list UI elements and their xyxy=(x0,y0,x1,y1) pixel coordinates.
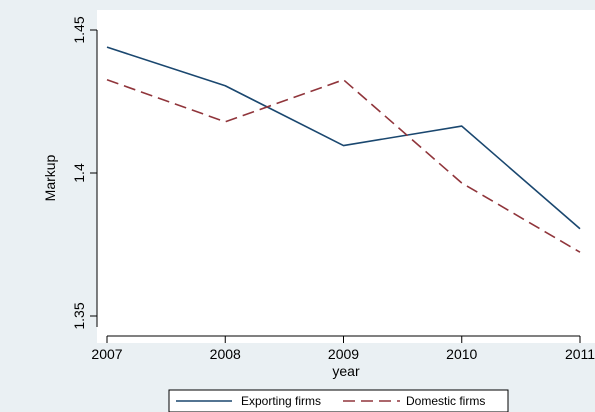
x-tick-label: 2009 xyxy=(328,346,359,362)
legend-label-domestic: Domestic firms xyxy=(406,394,485,408)
y-tick-label: 1.45 xyxy=(71,16,87,43)
plot-area xyxy=(97,10,595,343)
series-line-domestic-firms xyxy=(106,78,581,253)
legend-box xyxy=(168,389,509,412)
series-line-exporting-firms xyxy=(106,46,581,230)
x-tick-label: 2010 xyxy=(446,346,477,362)
y-axis-ticks: 1.35 1.4 1.45 xyxy=(71,16,97,330)
legend-label-exporting: Exporting firms xyxy=(241,394,321,408)
x-axis-title: year xyxy=(332,363,360,379)
x-tick-label: 2008 xyxy=(210,346,241,362)
series-lines xyxy=(106,46,581,253)
y-tick-label: 1.4 xyxy=(71,163,87,183)
x-tick-label: 2007 xyxy=(91,346,122,362)
x-tick-label: 2011 xyxy=(565,346,595,362)
legend: Exporting firms Domestic firms xyxy=(168,389,509,412)
y-tick-label: 1.35 xyxy=(71,302,87,329)
y-axis-title: Markup xyxy=(42,154,58,201)
x-axis-ticks: 2007 2008 2009 2010 2011 xyxy=(91,336,595,362)
